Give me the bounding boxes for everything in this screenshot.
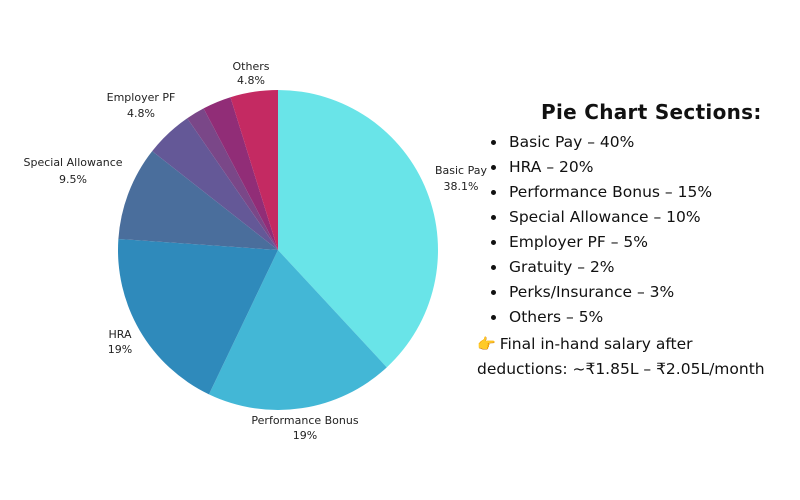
footnote-text: Final in-hand salary after deductions: ~… <box>477 335 765 378</box>
slice-name-label: Basic Pay <box>435 164 487 177</box>
panel-title: Pie Chart Sections: <box>541 100 762 124</box>
slice-name-label: Performance Bonus <box>251 414 358 427</box>
slice-value-label: 19% <box>108 343 132 356</box>
section-list: Basic Pay – 40%HRA – 20%Performance Bonu… <box>477 130 787 330</box>
pie-slice <box>230 90 278 250</box>
section-item: Perks/Insurance – 3% <box>507 280 787 305</box>
slice-value-label: 4.8% <box>237 74 265 87</box>
pie-slice <box>208 250 387 410</box>
pie-slice <box>278 90 438 368</box>
slice-name-label: Employer PF <box>107 91 176 104</box>
pie-slice <box>117 238 278 395</box>
slice-name-label: Others <box>233 60 270 73</box>
slice-value-label: 9.5% <box>59 173 87 186</box>
section-item: Basic Pay – 40% <box>507 130 787 155</box>
footnote: 👉 Final in-hand salary after deductions: … <box>477 332 787 382</box>
pie-slice <box>118 151 278 250</box>
slice-value-label: 4.8% <box>127 107 155 120</box>
slice-name-label: HRA <box>109 328 132 341</box>
pie-slice <box>187 108 278 250</box>
pointing-hand-icon: 👉 <box>477 335 496 353</box>
section-item: HRA – 20% <box>507 155 787 180</box>
section-item: Employer PF – 5% <box>507 230 787 255</box>
slice-value-label: 19% <box>293 429 317 442</box>
pie-slice <box>203 97 278 250</box>
slice-name-label: Special Allowance <box>23 156 122 169</box>
slice-value-label: 38.1% <box>444 180 479 193</box>
section-item: Special Allowance – 10% <box>507 205 787 230</box>
section-item: Performance Bonus – 15% <box>507 180 787 205</box>
section-item: Gratuity – 2% <box>507 255 787 280</box>
sections-panel: Pie Chart Sections: Basic Pay – 40%HRA –… <box>477 100 787 382</box>
section-item: Others – 5% <box>507 305 787 330</box>
pie-slice <box>152 118 278 250</box>
